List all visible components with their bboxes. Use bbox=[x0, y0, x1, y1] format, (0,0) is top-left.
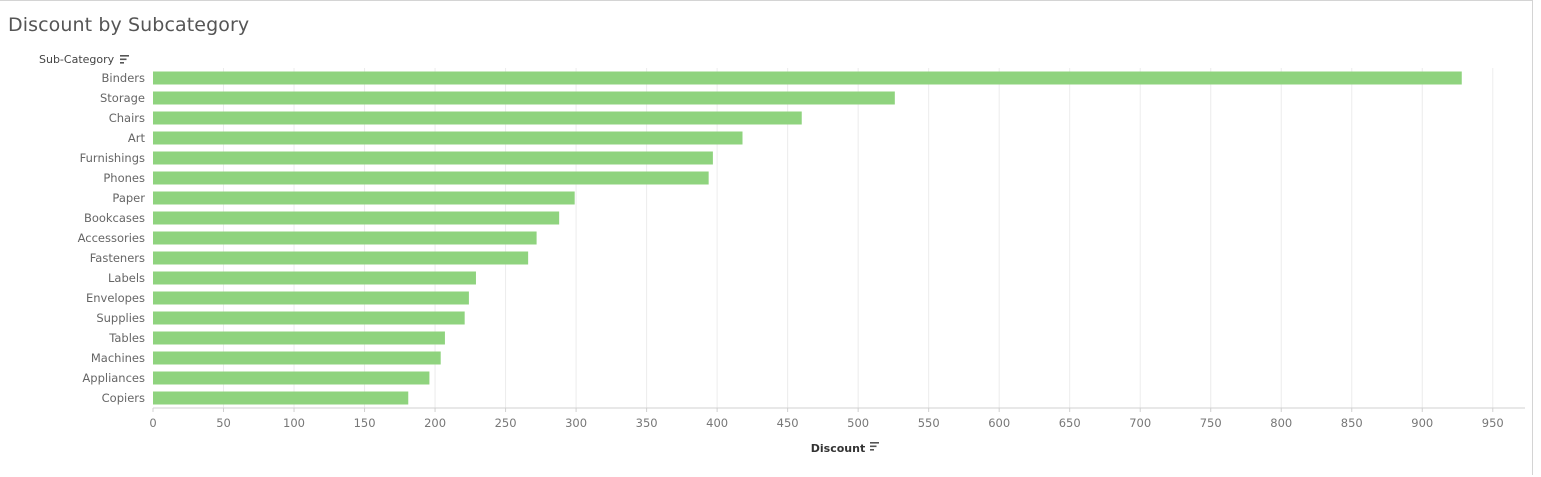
x-tick-label: 750 bbox=[1200, 416, 1222, 430]
bar-furnishings[interactable] bbox=[153, 151, 713, 165]
category-label[interactable]: Appliances bbox=[82, 371, 145, 385]
x-tick-label: 100 bbox=[283, 416, 305, 430]
bar-appliances[interactable] bbox=[153, 371, 430, 385]
x-tick-label: 500 bbox=[847, 416, 869, 430]
category-label[interactable]: Phones bbox=[103, 171, 145, 185]
bar-fasteners[interactable] bbox=[153, 251, 529, 265]
x-tick-label: 450 bbox=[777, 416, 799, 430]
x-tick-label: 800 bbox=[1270, 416, 1292, 430]
category-label[interactable]: Envelopes bbox=[86, 291, 145, 305]
bar-copiers[interactable] bbox=[153, 391, 409, 405]
category-label[interactable]: Binders bbox=[102, 71, 145, 85]
chart-title: Discount by Subcategory bbox=[8, 14, 250, 36]
category-label[interactable]: Storage bbox=[100, 91, 145, 105]
x-tick-label: 650 bbox=[1059, 416, 1081, 430]
x-tick-label: 700 bbox=[1129, 416, 1151, 430]
bar-art[interactable] bbox=[153, 131, 743, 145]
x-tick-label: 950 bbox=[1482, 416, 1504, 430]
x-axis-title[interactable]: Discount bbox=[811, 442, 865, 455]
x-tick-label: 400 bbox=[706, 416, 728, 430]
x-axis-ticks: 0 50 100 150 200 250 300 350 400 450 500 550 600 650 7… bbox=[149, 408, 1504, 430]
category-label[interactable]: Supplies bbox=[96, 311, 145, 325]
bar-supplies[interactable] bbox=[153, 311, 465, 325]
x-tick-label: 550 bbox=[918, 416, 940, 430]
sort-descending-icon[interactable] bbox=[870, 442, 879, 451]
gridlines bbox=[223, 68, 1494, 408]
bars bbox=[153, 71, 1462, 405]
bar-bookcases[interactable] bbox=[153, 211, 560, 225]
category-label[interactable]: Paper bbox=[112, 191, 145, 205]
category-label[interactable]: Fasteners bbox=[90, 251, 145, 265]
bar-tables[interactable] bbox=[153, 331, 445, 345]
x-tick-label: 50 bbox=[216, 416, 231, 430]
bar-paper[interactable] bbox=[153, 191, 575, 205]
category-label[interactable]: Labels bbox=[108, 271, 145, 285]
category-label[interactable]: Bookcases bbox=[84, 211, 145, 225]
sort-descending-icon[interactable] bbox=[120, 55, 129, 64]
x-tick-label: 250 bbox=[495, 416, 517, 430]
category-label[interactable]: Art bbox=[128, 131, 146, 145]
bar-machines[interactable] bbox=[153, 351, 441, 365]
x-tick-label: 850 bbox=[1341, 416, 1363, 430]
x-tick-label: 0 bbox=[149, 416, 156, 430]
bar-labels[interactable] bbox=[153, 271, 476, 285]
x-tick-label: 900 bbox=[1411, 416, 1433, 430]
x-tick-label: 300 bbox=[565, 416, 587, 430]
x-tick-label: 600 bbox=[988, 416, 1010, 430]
category-label[interactable]: Machines bbox=[91, 351, 145, 365]
x-tick-label: 150 bbox=[354, 416, 376, 430]
bar-storage[interactable] bbox=[153, 91, 895, 105]
category-label[interactable]: Tables bbox=[108, 331, 145, 345]
x-tick-label: 350 bbox=[636, 416, 658, 430]
bar-chairs[interactable] bbox=[153, 111, 802, 125]
category-label[interactable]: Accessories bbox=[78, 231, 145, 245]
category-label[interactable]: Furnishings bbox=[80, 151, 145, 165]
bar-binders[interactable] bbox=[153, 71, 1462, 85]
category-labels: Binders Storage Chairs Art Furnishings Phones… bbox=[78, 71, 146, 405]
x-tick-label: 200 bbox=[424, 416, 446, 430]
category-label[interactable]: Copiers bbox=[102, 391, 145, 405]
bar-envelopes[interactable] bbox=[153, 291, 469, 305]
bar-accessories[interactable] bbox=[153, 231, 537, 245]
y-axis-title[interactable]: Sub-Category bbox=[39, 53, 115, 66]
category-label[interactable]: Chairs bbox=[109, 111, 145, 125]
bar-phones[interactable] bbox=[153, 171, 709, 185]
